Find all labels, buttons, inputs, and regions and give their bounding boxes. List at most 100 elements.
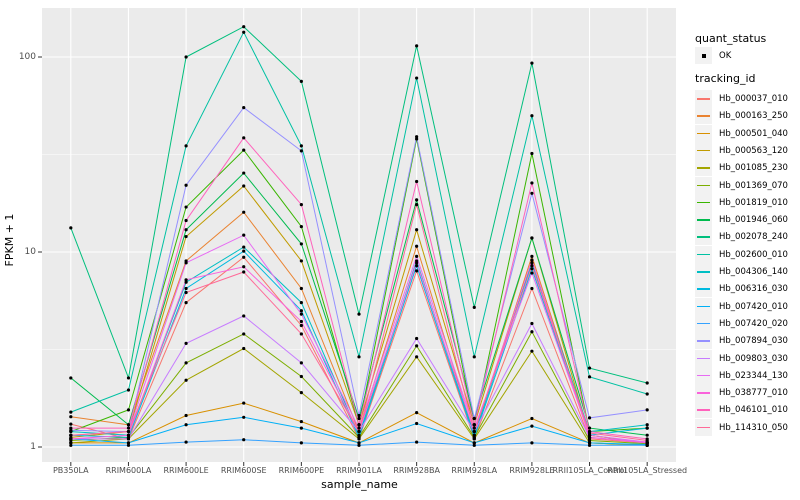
legend-key-line-icon xyxy=(697,132,710,135)
data-point xyxy=(357,433,361,437)
data-point xyxy=(530,286,534,291)
data-point xyxy=(530,236,534,240)
legend-item-label: Hb_023344_130 xyxy=(719,370,788,381)
data-point xyxy=(530,61,534,65)
x-axis-title: sample_name xyxy=(321,478,398,491)
legend-key-line-icon xyxy=(697,409,710,411)
data-point xyxy=(184,301,188,305)
data-point xyxy=(530,264,534,268)
legend-key-line-icon xyxy=(697,253,710,256)
legend-key-line-icon xyxy=(697,305,710,308)
data-point xyxy=(69,415,73,419)
data-point xyxy=(69,376,73,380)
x-tick-label: RRIM600LA xyxy=(105,466,152,475)
legend-key-line-icon xyxy=(697,357,710,360)
data-point xyxy=(415,44,419,48)
data-point xyxy=(357,416,361,421)
legend-key-box xyxy=(695,228,712,246)
data-point xyxy=(184,290,188,295)
legend-key-line-icon xyxy=(697,392,710,394)
data-point xyxy=(645,381,649,385)
data-point xyxy=(587,438,592,443)
data-point xyxy=(415,137,419,141)
data-point xyxy=(645,392,649,396)
legend-key-line-icon xyxy=(697,426,710,429)
y-tick-label: 10 xyxy=(24,246,36,257)
data-point xyxy=(184,378,188,382)
data-point xyxy=(69,441,73,445)
data-point xyxy=(530,271,534,275)
legend-key-box xyxy=(695,263,712,280)
data-point xyxy=(530,330,534,334)
data-point xyxy=(415,244,419,248)
data-point xyxy=(587,431,592,435)
legend-item-label: OK xyxy=(719,51,732,61)
data-point xyxy=(242,249,246,253)
legend-item-label: Hb_000501_040 xyxy=(719,128,788,139)
data-point xyxy=(357,355,361,359)
data-point xyxy=(126,443,131,447)
data-point xyxy=(126,388,131,392)
data-point xyxy=(184,278,188,282)
data-point xyxy=(242,136,246,140)
data-point xyxy=(242,265,246,269)
data-point xyxy=(587,366,592,370)
data-point xyxy=(645,423,649,427)
data-point xyxy=(530,424,534,428)
data-point xyxy=(472,355,476,359)
legend-key-box xyxy=(695,176,712,194)
data-point xyxy=(299,224,303,229)
data-point xyxy=(645,408,649,412)
data-point xyxy=(415,179,419,184)
data-point xyxy=(530,114,534,118)
data-point xyxy=(242,415,246,419)
data-point xyxy=(472,429,476,434)
data-point xyxy=(299,259,303,263)
data-point xyxy=(415,411,419,415)
data-point xyxy=(415,264,419,268)
data-point xyxy=(299,441,303,445)
data-point xyxy=(242,148,246,152)
data-point xyxy=(530,267,534,271)
legend-item-label: Hb_000037_010 xyxy=(719,94,788,104)
data-point xyxy=(126,429,131,434)
legend-key-line-icon xyxy=(697,271,710,273)
data-point xyxy=(472,305,476,309)
legend-item-label: Hb_007420_020 xyxy=(719,318,788,329)
data-point xyxy=(299,79,303,83)
data-point xyxy=(184,234,188,239)
y-tick-label: 100 xyxy=(18,51,36,62)
data-point xyxy=(357,312,361,316)
legend-key-line-icon xyxy=(697,201,710,204)
data-point xyxy=(415,135,419,139)
data-point xyxy=(530,261,534,265)
data-point xyxy=(587,441,592,445)
data-point xyxy=(299,361,303,365)
data-point xyxy=(415,336,419,341)
legend-key-line-icon xyxy=(697,98,710,100)
data-point xyxy=(415,421,419,426)
legend-item-label: Hb_006316_030 xyxy=(719,284,788,295)
data-point xyxy=(69,437,73,441)
legend-key-line-icon xyxy=(697,115,710,117)
data-point xyxy=(184,144,188,148)
legend-item-label: Hb_001369_070 xyxy=(719,180,788,191)
legend-key-line-icon xyxy=(697,340,710,342)
data-point xyxy=(184,218,188,223)
data-point xyxy=(357,429,361,434)
legend-key-box xyxy=(695,366,712,384)
legend-key-box xyxy=(695,280,712,298)
data-point xyxy=(357,426,361,430)
legend-item-label: Hb_046101_010 xyxy=(719,405,788,416)
data-point xyxy=(126,376,131,380)
data-point xyxy=(645,433,649,437)
legend-item-label: Hb_001819_010 xyxy=(719,197,788,208)
data-point xyxy=(530,181,534,185)
legend-key-line-icon xyxy=(697,149,710,152)
data-point xyxy=(242,210,246,214)
data-point xyxy=(415,228,419,232)
legend-key-box xyxy=(695,159,712,177)
data-point xyxy=(242,346,246,351)
